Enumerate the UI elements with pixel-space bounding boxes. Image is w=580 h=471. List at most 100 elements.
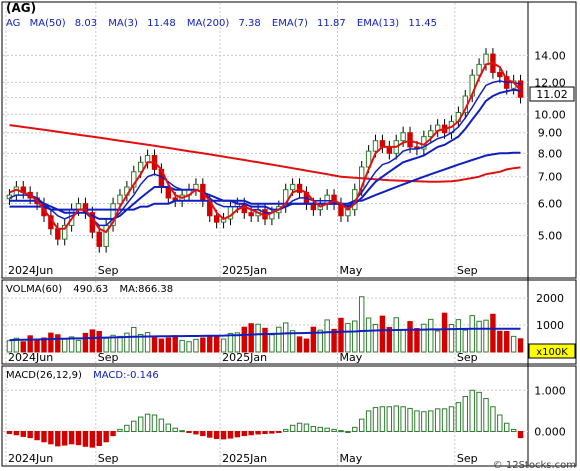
macd-bar bbox=[365, 410, 372, 432]
macd-tick-label: 0.000 bbox=[534, 425, 566, 438]
macd-bar bbox=[407, 407, 413, 432]
macd-bar bbox=[151, 414, 158, 432]
volume-legend: VOLMA(60) 490.63 MA:866.38 bbox=[6, 284, 173, 295]
price-candle bbox=[497, 71, 503, 78]
volume-bar bbox=[213, 336, 220, 353]
price-tag-box bbox=[529, 86, 575, 102]
macd-bar bbox=[455, 402, 462, 432]
volume-bar bbox=[179, 339, 185, 353]
price-candle bbox=[131, 171, 137, 188]
volume-bar bbox=[96, 331, 102, 353]
volume-tick-label: 1000 bbox=[536, 319, 564, 332]
macd-bar bbox=[303, 423, 310, 432]
macd-bar bbox=[241, 430, 247, 437]
volume-bar bbox=[227, 332, 234, 353]
macd-bar bbox=[68, 430, 75, 445]
volume-bar bbox=[352, 320, 358, 353]
volume-bar bbox=[441, 312, 448, 353]
volume-ma-line bbox=[9, 327, 521, 342]
volume-bar bbox=[207, 335, 213, 353]
volume-bar bbox=[303, 338, 310, 353]
volume-bar bbox=[241, 326, 247, 353]
volume-bar bbox=[234, 332, 241, 353]
price-candle bbox=[137, 161, 144, 173]
macd-bar bbox=[469, 389, 475, 432]
macd-bar bbox=[82, 430, 89, 447]
volume-bar bbox=[517, 338, 524, 353]
legend-ma50-value: 8.03 bbox=[75, 18, 97, 29]
price-candle bbox=[372, 140, 379, 152]
ma50-line bbox=[9, 151, 521, 211]
x-tick-label: 2025Jan bbox=[222, 351, 267, 364]
price-tick-label: 10.00 bbox=[534, 108, 566, 121]
x-tick-label: 2025Jan bbox=[222, 264, 267, 277]
macd-bar bbox=[89, 430, 96, 448]
volume-bars bbox=[6, 296, 524, 353]
price-tick-label: 12.00 bbox=[534, 76, 566, 89]
volume-bar bbox=[462, 329, 469, 353]
x-tick-label: May bbox=[340, 264, 363, 277]
macd-bar bbox=[158, 418, 165, 432]
volume-bar bbox=[27, 335, 33, 353]
price-tick-label: 14.00 bbox=[534, 49, 566, 62]
macd-legend: MACD(26,12,9) MACD:-0.146 bbox=[6, 370, 159, 381]
volume-bar bbox=[82, 332, 89, 353]
volume-bar bbox=[365, 317, 372, 353]
price-candle bbox=[483, 53, 489, 65]
legend-ma50-label: MA(50) bbox=[30, 18, 66, 29]
macd-bar bbox=[414, 410, 420, 432]
volume-bar bbox=[455, 319, 462, 353]
volume-bar bbox=[372, 324, 379, 353]
volume-bar bbox=[476, 320, 482, 353]
macd-bar bbox=[103, 430, 109, 443]
macd-bar bbox=[289, 424, 296, 432]
volume-bar bbox=[117, 335, 123, 353]
price-candle bbox=[248, 212, 254, 217]
volume-bar bbox=[407, 321, 413, 353]
macd-bar bbox=[255, 430, 261, 435]
macd-bar bbox=[262, 430, 268, 435]
macd-bar bbox=[421, 411, 427, 432]
volume-bar bbox=[296, 336, 303, 353]
volume-bar bbox=[434, 330, 441, 353]
price-candle bbox=[428, 130, 434, 138]
price-candle bbox=[144, 155, 151, 163]
macd-bar bbox=[296, 422, 303, 432]
macd-bar bbox=[200, 430, 206, 437]
volume-bar bbox=[504, 331, 510, 353]
macd-grid bbox=[3, 389, 528, 432]
volume-bar bbox=[220, 338, 227, 353]
macd-bar bbox=[227, 430, 234, 439]
volume-bar bbox=[345, 322, 351, 353]
macd-bar bbox=[165, 423, 172, 432]
volume-bar bbox=[490, 313, 496, 353]
price-candle bbox=[61, 224, 68, 240]
macd-bar bbox=[220, 430, 227, 440]
macd-bar bbox=[372, 407, 379, 432]
macd-bar bbox=[34, 430, 40, 441]
volume-bar bbox=[379, 315, 386, 353]
x-tick-label: May bbox=[340, 452, 363, 465]
macd-bar bbox=[448, 406, 455, 432]
legend-ma3-value: 11.48 bbox=[147, 18, 176, 29]
legend-ema13-label: EMA(13) bbox=[357, 18, 399, 29]
x-tick-label: Sep bbox=[98, 264, 119, 277]
macd-bar bbox=[61, 430, 68, 446]
macd-bar bbox=[75, 430, 82, 446]
volume-legend-ma: MA:866.38 bbox=[119, 284, 173, 295]
macd-bar bbox=[324, 427, 330, 432]
macd-tick-label: 1.000 bbox=[534, 384, 566, 397]
macd-bar bbox=[310, 426, 317, 432]
volume-bar bbox=[48, 332, 54, 353]
volume-bar bbox=[262, 327, 268, 353]
volume-bar bbox=[483, 319, 489, 353]
volume-bar bbox=[289, 330, 296, 353]
macd-bar bbox=[345, 430, 351, 433]
price-candle bbox=[476, 63, 482, 76]
volume-bar bbox=[283, 322, 289, 353]
price-candle bbox=[296, 183, 303, 193]
volume-bar bbox=[151, 336, 158, 353]
x-tick-label: 2024Jun bbox=[8, 351, 53, 364]
volume-unit-badge bbox=[528, 343, 576, 359]
